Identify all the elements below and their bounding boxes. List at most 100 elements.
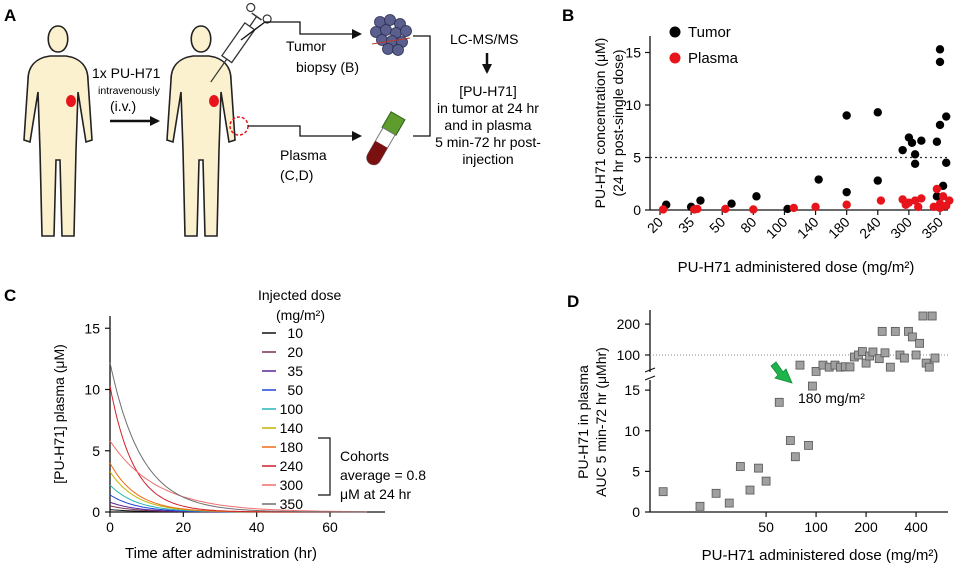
b-tumor-point (783, 204, 792, 214)
b-tumor-point (898, 145, 907, 155)
d-x-tick-label: 100 (804, 519, 828, 535)
panel-b-letter: B (562, 6, 574, 25)
c-legend-title: Injected dose (258, 287, 341, 303)
b-plasma-point (749, 205, 758, 214)
b-legend-marker (669, 26, 681, 38)
b-plasma-point (789, 203, 798, 213)
b-tumor-point (814, 175, 823, 184)
d-data-point (745, 485, 755, 495)
tumor-cell-6 (400, 25, 412, 37)
tumor-vessel (371, 37, 411, 45)
d-axis-break-1 (644, 367, 656, 373)
b-y-tick-label: 15 (625, 45, 641, 61)
dose-label-3: (i.v.) (110, 98, 136, 114)
tumor-marker-left (66, 95, 76, 107)
c-legend-label: 140 (280, 420, 304, 436)
d-data-point (811, 366, 821, 376)
b-plasma-point (929, 202, 938, 212)
human-figure-left (23, 25, 93, 237)
d-data-point (857, 347, 867, 356)
b-y-tick-label: 5 (633, 150, 641, 166)
tumor-marker-right (209, 95, 219, 107)
c-legend-label: 20 (287, 344, 303, 360)
d-data-point (761, 476, 771, 486)
c-legend-label: 35 (287, 363, 303, 379)
tumor-cell-10 (382, 43, 394, 55)
c-x-tick-label: 0 (106, 519, 114, 535)
d-y-tick-label: 15 (624, 382, 640, 398)
d-data-point (930, 353, 940, 363)
d-data-point (915, 338, 924, 348)
b-plasma-point (938, 192, 948, 201)
d-data-point (790, 452, 800, 462)
d-data-point (774, 397, 784, 407)
b-tumor-point (752, 192, 761, 201)
d-y-tick-label: 200 (617, 316, 641, 332)
c-y-axis-label: [PU-H71] plasma (μM) (51, 344, 67, 484)
plasma-connector (248, 125, 362, 141)
b-y-tick-label: 10 (625, 97, 641, 113)
tumor-biopsy-icon (370, 14, 412, 56)
c-legend-label: 300 (280, 477, 304, 493)
d-data-point (911, 350, 921, 360)
panel-c: C 0 5 10 15 0 20 40 60 [PU-H71] plasma (μM) Time … (4, 286, 426, 562)
b-plasma-point (932, 184, 942, 194)
b-x-tick-label: 100 (763, 214, 791, 242)
tumor-label-1: Tumor (286, 38, 326, 54)
d-data-point (658, 487, 668, 497)
b-x-tick-label: 180 (825, 214, 853, 242)
b-x-tick-label: 300 (887, 214, 915, 242)
b-tumor-point (907, 138, 917, 147)
tumor-cell-1 (384, 14, 396, 26)
d-data-point (874, 354, 884, 364)
d-data-point (868, 347, 878, 357)
d-data-point (907, 332, 917, 342)
human-figure-right (166, 25, 249, 237)
result-line-4: 5 min-72 hr post- (435, 134, 541, 150)
tumor-connector (240, 21, 362, 41)
d-data-point (724, 498, 734, 508)
c-series-line (109, 362, 367, 513)
c-x-axis-label: Time after administration (hr) (125, 545, 317, 562)
result-line-2: in tumor at 24 hr (437, 100, 539, 116)
c-bracket-note: Cohorts (340, 448, 389, 464)
b-y-axis-label: PU-H71 concentration (μM) (592, 38, 608, 209)
result-line-5: injection (462, 151, 513, 167)
b-tumor-point (932, 137, 942, 146)
panel-d-letter: D (567, 292, 579, 311)
b-plasma-point (658, 205, 668, 214)
panel-c-letter: C (4, 286, 16, 305)
b-plasma-point (901, 200, 910, 209)
result-line-1: [PU-H71] (459, 83, 517, 99)
c-cohort-bracket (318, 437, 331, 496)
d-axis-break-2 (644, 375, 656, 381)
d-data-point (924, 362, 934, 372)
c-legend-label: 240 (280, 458, 304, 474)
lcms-label: LC-MS/MS (450, 31, 518, 47)
d-x-tick-label: 50 (758, 519, 774, 535)
chart-d: 0 5 10 15 100 200 50 100 200 400 180 mg/m² PU-H71 i… (575, 310, 948, 564)
d-data-point (880, 348, 890, 358)
d-data-point (785, 436, 795, 445)
dose-label-1: 1x PU-H71 (92, 65, 161, 81)
c-legend-label: 10 (287, 325, 303, 341)
result-line-3: and in plasma (444, 117, 531, 133)
panel-a-letter: A (4, 6, 16, 25)
b-tumor-point (938, 181, 948, 191)
d-data-point (890, 326, 900, 336)
d-data-point (899, 353, 909, 363)
chart-b: 0 5 10 15 20 35 50 80 100 140 180 240 300 350 Tumor Pla… (592, 24, 954, 276)
b-y-axis-label: (24 hr post-single dose) (610, 49, 626, 196)
b-y-tick-label: 0 (633, 202, 641, 218)
dose-label-2: intravenously (98, 85, 161, 97)
b-tumor-point (935, 45, 945, 54)
plasma-label-1: Plasma (280, 147, 327, 163)
d-annotation-label: 180 mg/m² (798, 390, 865, 406)
b-plasma-point (842, 200, 851, 209)
b-tumor-point (842, 187, 851, 197)
b-x-tick-label: 240 (856, 214, 884, 242)
b-tumor-point (910, 150, 920, 159)
c-x-tick-label: 40 (249, 519, 265, 535)
d-data-point (927, 311, 937, 321)
